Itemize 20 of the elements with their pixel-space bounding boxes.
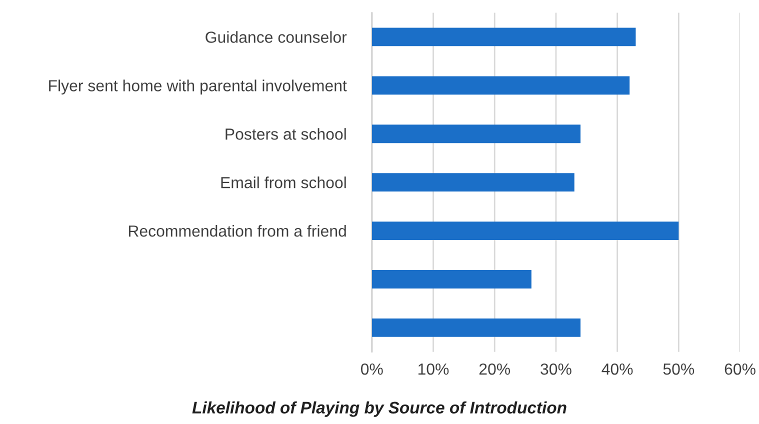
bar [372,28,636,46]
bar [372,270,532,288]
bar [372,222,679,240]
x-tick-label: 30% [540,363,572,375]
y-tick-label: Recommendation from a friend [128,224,346,237]
bar [372,318,581,337]
bar [372,124,581,144]
y-tick-label: Guidance counselor [206,31,347,43]
x-tick-label: 60% [724,363,756,375]
y-tick-label: Email from school [221,176,346,188]
x-tick-label: 10% [418,363,449,375]
x-tick-label: 40% [602,363,633,375]
bar [372,76,630,95]
y-tick-label: Posters at school [226,128,346,140]
y-tick-label: Flyer sent home with parental involvement [49,80,347,95]
bar [372,173,574,192]
text: Likelihood of Playing by Source of Introduction [192,401,566,417]
x-tick-label: 0% [360,363,383,375]
x-tick-label: 50% [663,363,694,375]
x-tick-label: 20% [479,363,510,375]
